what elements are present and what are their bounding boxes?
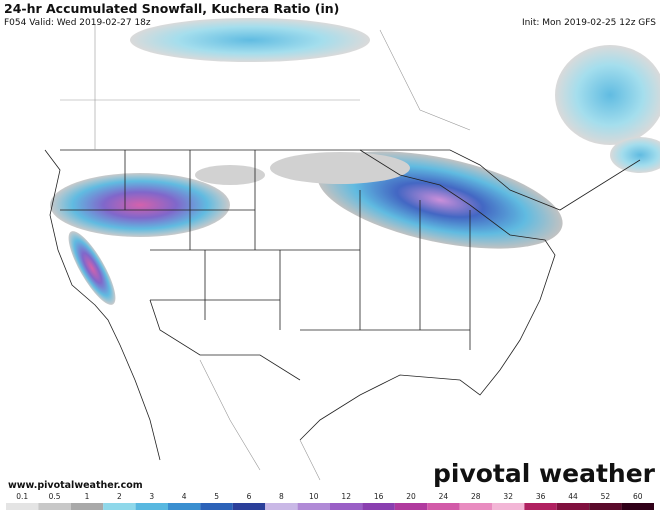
colorbar-cell [524,503,557,510]
colorbar-label: 16 [374,492,384,501]
colorbar-cell [556,503,590,510]
colorbar-cell [330,503,363,510]
colorbar-cell [168,503,201,510]
colorbar-label: 20 [406,492,416,501]
colorbar-label: 32 [503,492,513,501]
colorbar-label: 60 [633,492,643,501]
colorbar-cell [492,503,525,510]
colorbar-label: 44 [568,492,578,501]
colorbar-label: 3 [149,492,154,501]
colorbar-label: 36 [536,492,546,501]
colorbar-label: 2 [117,492,122,501]
colorbar: 0.1 0.5 1 2 3 4 5 6 8 10 12 16 20 24 28 32 36 44 52 60 [6,492,654,510]
snow-areas [50,18,660,305]
colorbar-cell [232,503,266,510]
colorbar-cell [38,503,71,510]
colorbar-label: 12 [341,492,351,501]
colorbar-label: 0.1 [16,492,28,501]
colorbar-label: 10 [309,492,319,501]
colorbar-cell [589,503,622,510]
colorbar-cell [70,503,104,510]
colorbar-cell [362,503,395,510]
boundaries-light [60,25,471,481]
colorbar-label: 5 [214,492,219,501]
title: 24-hr Accumulated Snowfall, Kuchera Rati… [4,1,339,16]
website: www.pivotalweather.com [8,480,143,491]
colorbar-label: 28 [471,492,481,501]
colorbar-cell [427,503,460,510]
colorbar-label: 8 [279,492,284,501]
valid-time: F054 Valid: Wed 2019-02-27 18z [4,18,151,28]
colorbar-label: 6 [247,492,252,501]
init-time: Init: Mon 2019-02-25 12z GFS [522,18,656,28]
colorbar-label: 24 [439,492,449,501]
colorbar-label: 52 [601,492,611,501]
colorbar-cell [459,503,492,510]
colorbar-cell [621,503,654,510]
colorbar-cell [135,503,168,510]
colorbar-label: 0.5 [49,492,61,501]
colorbar-cell [103,503,136,510]
boundaries [44,149,641,461]
colorbar-label: 4 [182,492,187,501]
logo: pivotal weather [433,459,656,488]
colorbar-cell [200,503,233,510]
colorbar-cell [297,503,330,510]
colorbar-cell [394,503,428,510]
colorbar-label: 1 [85,492,90,501]
colorbar-cell [6,503,39,510]
colorbar-cell [265,503,298,510]
